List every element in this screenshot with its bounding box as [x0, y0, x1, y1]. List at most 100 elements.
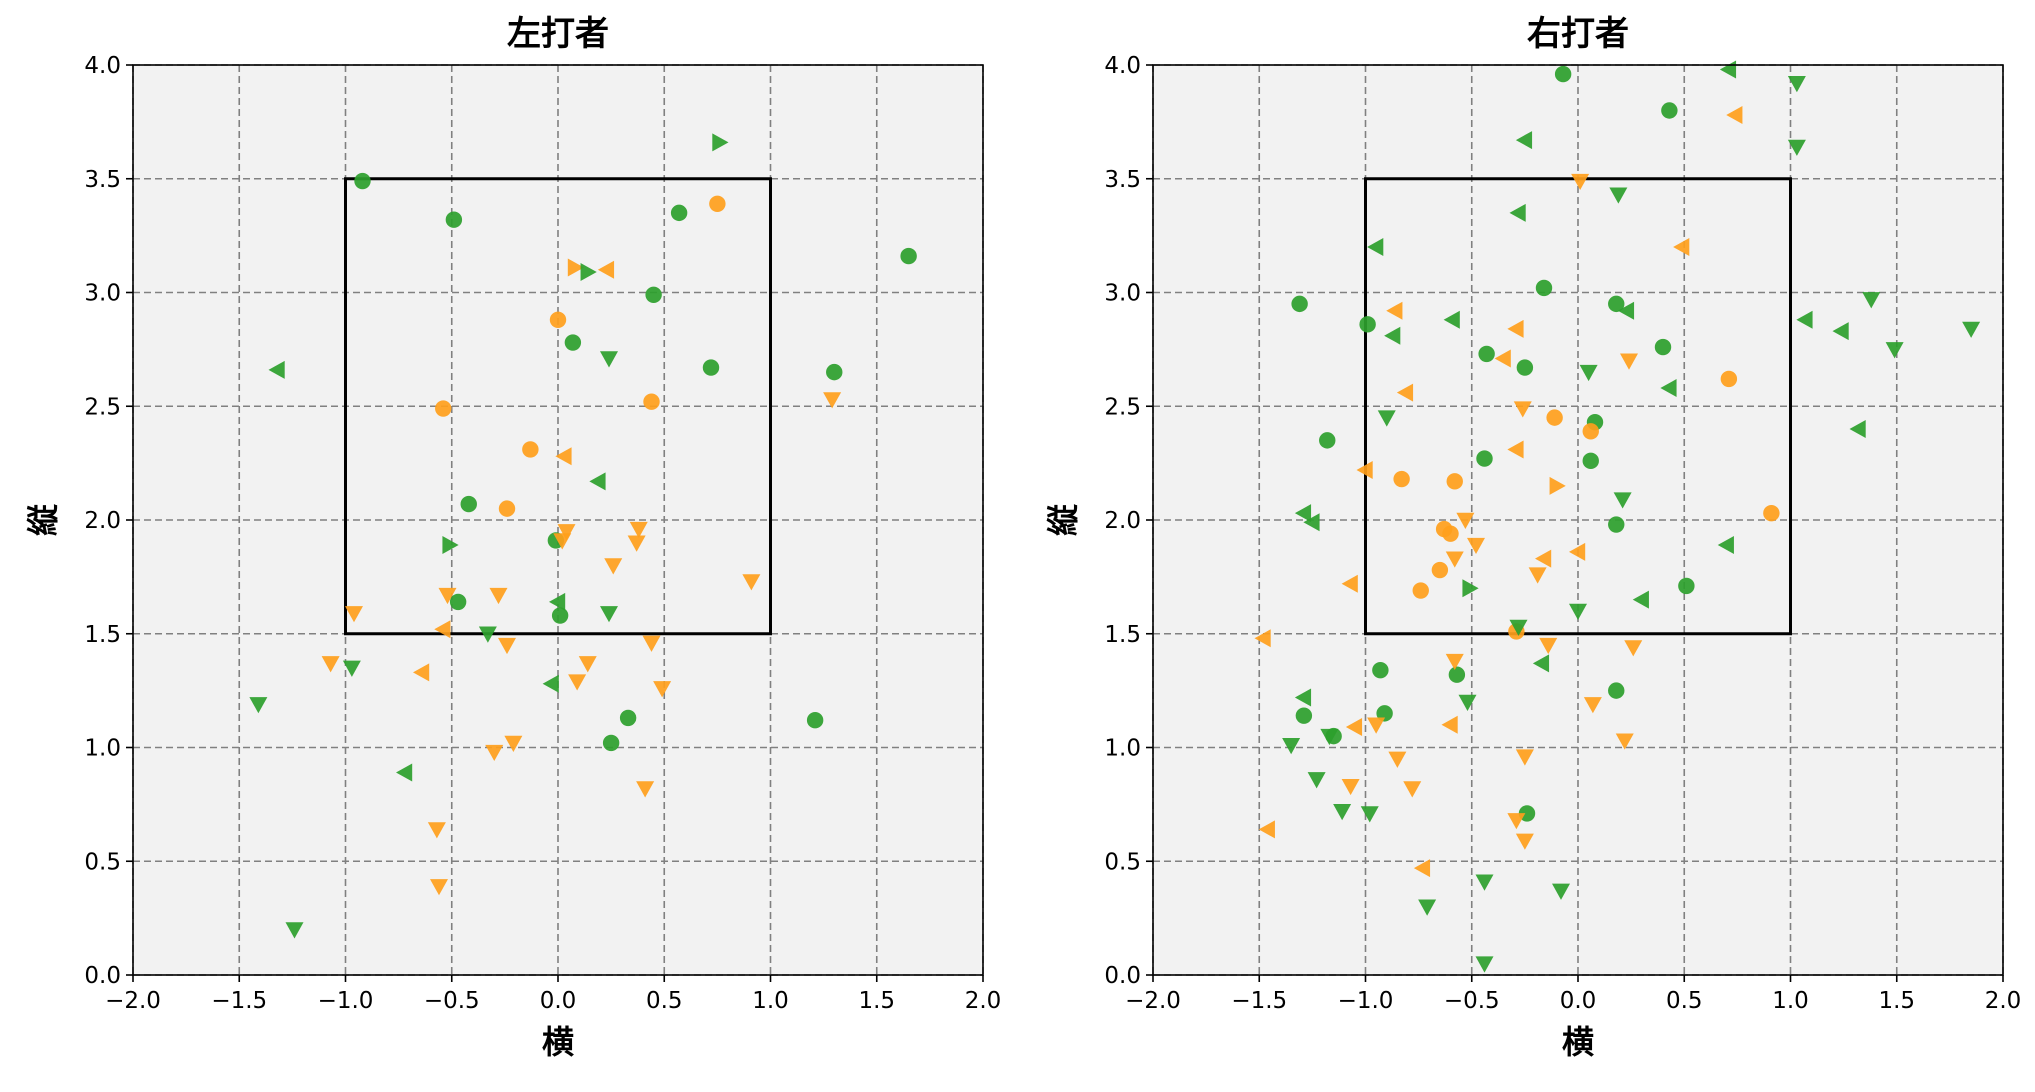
data-point-triangle-down — [1509, 619, 1528, 636]
data-point-circle — [1448, 666, 1466, 683]
x-tick-label: 2.0 — [965, 988, 1002, 1014]
data-point-triangle-left — [1413, 859, 1431, 878]
data-point-circle — [709, 195, 726, 212]
data-point-triangle-down — [485, 744, 504, 762]
data-point-triangle-down — [553, 533, 572, 550]
data-point-triangle-left — [1345, 718, 1363, 737]
data-point-triangle-down — [636, 781, 655, 798]
y-tick-label: 1.5 — [84, 622, 121, 648]
data-point-triangle-left — [1535, 549, 1552, 568]
data-point-triangle-down — [1569, 603, 1587, 620]
data-point-triangle-left — [549, 592, 566, 611]
data-point-triangle-left — [1726, 106, 1743, 125]
data-point-circle — [354, 172, 371, 190]
y-tick-label: 3.0 — [1104, 281, 1141, 307]
x-tick-label: −1.5 — [211, 988, 267, 1014]
data-point-circle — [1546, 409, 1563, 426]
data-point-triangle-down — [1787, 76, 1806, 93]
data-point-triangle-down — [1885, 342, 1904, 359]
data-point-circle — [449, 593, 467, 611]
data-point-circle — [1359, 316, 1376, 333]
data-point-circle — [1535, 279, 1553, 297]
data-point-triangle-left — [1515, 131, 1533, 150]
data-point-circle — [1661, 102, 1678, 119]
data-point-triangle-left — [1632, 590, 1649, 609]
data-point-circle — [1608, 682, 1625, 699]
data-point-circle — [498, 500, 516, 517]
data-point-triangle-down — [1583, 697, 1602, 714]
panel-right-batter: −2.0 −1.5 −1.0 −0.5 0.0 0.5 1.0 1.5 2.0 0.0 0.5 1.0… — [1044, 14, 2021, 1061]
data-point-triangle-down — [321, 656, 340, 673]
data-point-triangle-down — [1456, 512, 1475, 529]
data-point-triangle-down — [1467, 537, 1485, 555]
data-point-triangle-down — [629, 521, 648, 539]
data-point-triangle-left — [1796, 310, 1813, 329]
data-point-triangle-down — [1333, 804, 1352, 821]
data-point-triangle-down — [1307, 772, 1326, 789]
data-point-circle — [1431, 561, 1449, 579]
data-point-triangle-down — [1475, 874, 1494, 891]
data-point-triangle-right — [442, 536, 459, 555]
data-point-circle — [1412, 582, 1429, 599]
data-point-triangle-left — [1507, 440, 1524, 459]
data-point-triangle-left — [1660, 379, 1677, 398]
data-point-circle — [702, 359, 720, 376]
x-axis-title: 横 — [1562, 1023, 1594, 1061]
strike-zone — [344, 177, 772, 636]
y-tick-label: 0.5 — [84, 849, 121, 875]
data-point-circle — [1678, 577, 1695, 595]
y-tick-label: 3.5 — [1104, 167, 1141, 193]
x-tick-label: 0.5 — [646, 988, 683, 1014]
data-point-triangle-down — [600, 351, 618, 368]
data-point-triangle-down — [1615, 733, 1634, 750]
data-point-triangle-down — [1445, 653, 1464, 671]
data-point-triangle-left — [413, 663, 430, 682]
y-tick-label: 2.5 — [84, 394, 121, 420]
data-point-triangle-down — [1445, 551, 1464, 568]
data-point-circle — [1763, 504, 1780, 522]
data-point-circle — [1478, 345, 1495, 363]
data-point-triangle-down — [1388, 751, 1407, 768]
data-point-circle — [445, 211, 463, 228]
data-point-triangle-down — [1515, 833, 1534, 850]
x-tick-label: −2.0 — [105, 988, 161, 1014]
data-point-circle — [1295, 707, 1313, 724]
data-point-triangle-down — [1579, 364, 1598, 382]
data-point-circle — [826, 363, 843, 381]
data-point-circle — [460, 495, 477, 513]
data-point-triangle-right — [1462, 579, 1479, 598]
data-point-triangle-left — [1441, 715, 1458, 734]
data-point-triangle-down — [1403, 781, 1422, 798]
data-point-triangle-left — [1832, 322, 1849, 341]
data-point-triangle-left — [1384, 326, 1401, 345]
panel-left-batter: −2.0 −1.5 −1.0 −0.5 0.0 0.5 1.0 1.5 2.0 0.0 0.5 1.0… — [24, 14, 1001, 1061]
data-point-triangle-left — [1494, 349, 1511, 368]
data-point-circle — [564, 334, 582, 351]
data-point-triangle-down — [478, 626, 497, 643]
data-point-triangle-down — [1609, 187, 1628, 204]
data-point-triangle-left — [1569, 542, 1586, 561]
data-point-triangle-down — [557, 524, 576, 541]
data-point-circle — [645, 286, 662, 303]
data-point-circle — [1720, 370, 1738, 388]
data-point-triangle-left — [434, 620, 451, 639]
data-point-circle — [643, 393, 660, 410]
y-tick-label: 3.0 — [84, 281, 121, 307]
y-tick-label: 0.0 — [1104, 963, 1141, 989]
data-point-triangle-down — [1507, 813, 1526, 830]
data-point-circle — [435, 400, 452, 417]
y-tick-label: 1.5 — [1104, 622, 1141, 648]
data-point-triangle-down — [1624, 640, 1643, 657]
data-point-circle — [1654, 338, 1672, 356]
data-point-triangle-down — [1320, 728, 1339, 746]
x-axis-title: 横 — [542, 1023, 574, 1061]
data-point-triangle-down — [430, 879, 448, 896]
data-point-triangle-down — [1515, 749, 1534, 766]
data-point-triangle-left — [1386, 301, 1403, 320]
data-point-triangle-down — [1552, 883, 1570, 900]
data-point-circle — [1518, 805, 1536, 822]
data-point-triangle-down — [249, 697, 268, 714]
data-point-triangle-down — [1513, 401, 1532, 418]
data-point-triangle-down — [1377, 410, 1396, 427]
data-point-circle — [1582, 423, 1599, 440]
